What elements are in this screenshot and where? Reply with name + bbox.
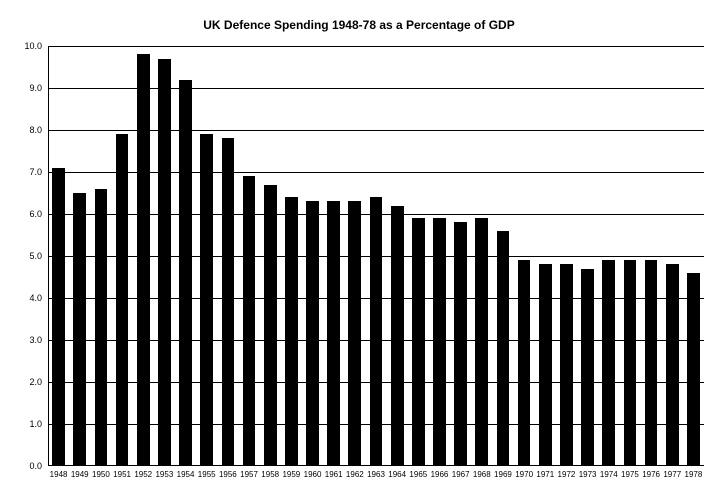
x-tick-label: 1961 bbox=[325, 466, 343, 479]
bar bbox=[581, 269, 594, 466]
x-tick-label: 1953 bbox=[155, 466, 173, 479]
bar bbox=[412, 218, 425, 466]
bar bbox=[73, 193, 86, 466]
x-tick-label: 1963 bbox=[367, 466, 385, 479]
x-tick-label: 1974 bbox=[600, 466, 618, 479]
bar bbox=[518, 260, 531, 466]
chart-title: UK Defence Spending 1948-78 as a Percent… bbox=[0, 18, 718, 32]
bar bbox=[264, 185, 277, 466]
x-tick-label: 1965 bbox=[409, 466, 427, 479]
y-tick-label: 1.0 bbox=[29, 419, 48, 429]
bar bbox=[200, 134, 213, 466]
plot-area: 0.01.02.03.04.05.06.07.08.09.010.0194819… bbox=[48, 46, 704, 466]
bar bbox=[370, 197, 383, 466]
x-tick-label: 1978 bbox=[685, 466, 703, 479]
y-tick-label: 6.0 bbox=[29, 209, 48, 219]
bar bbox=[539, 264, 552, 466]
bar bbox=[602, 260, 615, 466]
bar bbox=[624, 260, 637, 466]
y-tick-label: 3.0 bbox=[29, 335, 48, 345]
y-tick-label: 5.0 bbox=[29, 251, 48, 261]
bar bbox=[687, 273, 700, 466]
x-tick-label: 1968 bbox=[473, 466, 491, 479]
bar bbox=[179, 80, 192, 466]
y-tick-label: 2.0 bbox=[29, 377, 48, 387]
x-tick-label: 1971 bbox=[536, 466, 554, 479]
bar bbox=[285, 197, 298, 466]
bar bbox=[137, 54, 150, 466]
x-tick-label: 1954 bbox=[177, 466, 195, 479]
x-tick-label: 1956 bbox=[219, 466, 237, 479]
y-tick-label: 9.0 bbox=[29, 83, 48, 93]
x-tick-label: 1966 bbox=[431, 466, 449, 479]
y-tick-label: 0.0 bbox=[29, 461, 48, 471]
bar bbox=[306, 201, 319, 466]
bar bbox=[222, 138, 235, 466]
x-tick-label: 1959 bbox=[282, 466, 300, 479]
y-tick-label: 7.0 bbox=[29, 167, 48, 177]
bar bbox=[243, 176, 256, 466]
y-tick-label: 8.0 bbox=[29, 125, 48, 135]
gridline bbox=[48, 46, 704, 47]
x-tick-label: 1948 bbox=[50, 466, 68, 479]
bar bbox=[116, 134, 129, 466]
x-tick-label: 1957 bbox=[240, 466, 258, 479]
bar bbox=[95, 189, 108, 466]
x-tick-label: 1975 bbox=[621, 466, 639, 479]
x-tick-label: 1951 bbox=[113, 466, 131, 479]
bar bbox=[52, 168, 65, 466]
chart-stage: UK Defence Spending 1948-78 as a Percent… bbox=[0, 0, 718, 500]
x-tick-label: 1977 bbox=[663, 466, 681, 479]
x-tick-label: 1964 bbox=[388, 466, 406, 479]
x-tick-label: 1955 bbox=[198, 466, 216, 479]
x-tick-label: 1973 bbox=[579, 466, 597, 479]
bar bbox=[433, 218, 446, 466]
x-tick-label: 1952 bbox=[134, 466, 152, 479]
x-tick-label: 1962 bbox=[346, 466, 364, 479]
x-tick-label: 1950 bbox=[92, 466, 110, 479]
bar bbox=[391, 206, 404, 466]
x-tick-label: 1970 bbox=[515, 466, 533, 479]
x-tick-label: 1976 bbox=[642, 466, 660, 479]
x-tick-label: 1972 bbox=[558, 466, 576, 479]
y-tick-label: 4.0 bbox=[29, 293, 48, 303]
x-tick-label: 1949 bbox=[71, 466, 89, 479]
bar bbox=[158, 59, 171, 466]
bar bbox=[475, 218, 488, 466]
bar bbox=[666, 264, 679, 466]
bar bbox=[327, 201, 340, 466]
x-tick-label: 1969 bbox=[494, 466, 512, 479]
bar bbox=[645, 260, 658, 466]
x-tick-label: 1967 bbox=[452, 466, 470, 479]
bar bbox=[454, 222, 467, 466]
bar bbox=[560, 264, 573, 466]
bar bbox=[348, 201, 361, 466]
bar bbox=[497, 231, 510, 466]
x-tick-label: 1960 bbox=[304, 466, 322, 479]
x-tick-label: 1958 bbox=[261, 466, 279, 479]
y-tick-label: 10.0 bbox=[24, 41, 48, 51]
